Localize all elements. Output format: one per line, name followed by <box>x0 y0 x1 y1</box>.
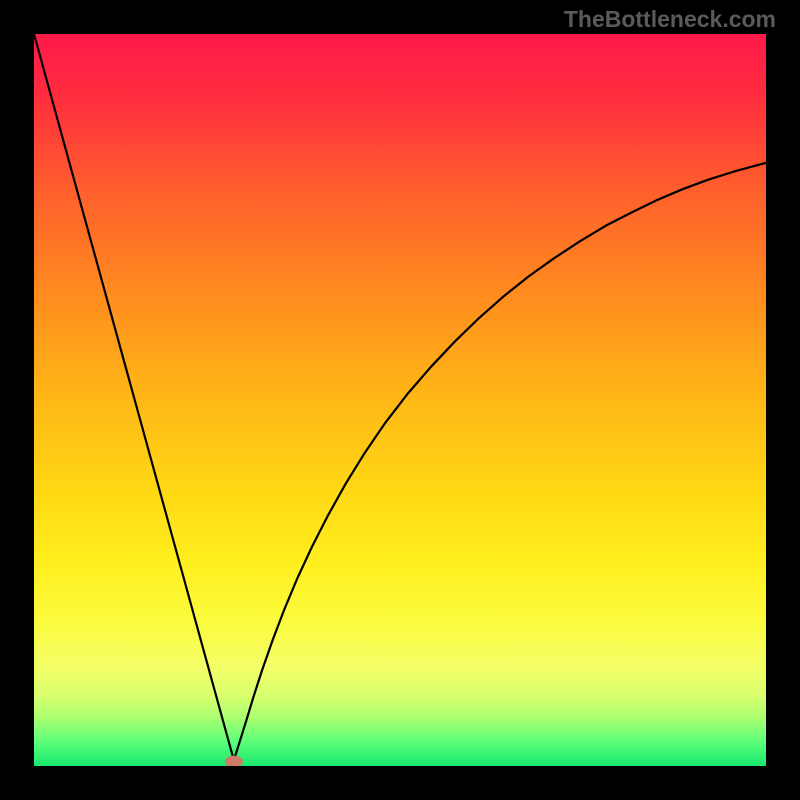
chart-background <box>34 34 766 766</box>
bottleneck-chart <box>34 34 766 766</box>
